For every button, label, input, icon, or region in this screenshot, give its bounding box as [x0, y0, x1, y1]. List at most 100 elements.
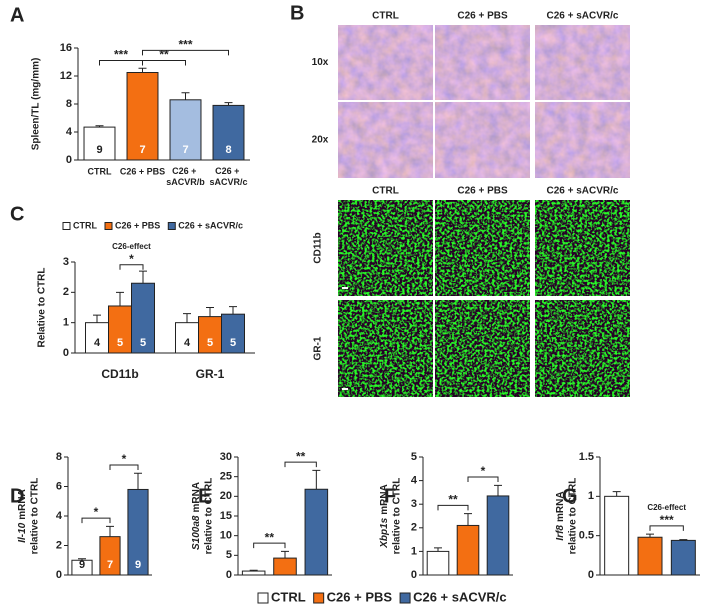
y-tick-label: 12	[60, 70, 72, 82]
y-tick-label: 2	[411, 522, 417, 534]
legend-swatch	[399, 592, 411, 604]
legend-label: C26 + PBS	[327, 589, 393, 604]
error-bar	[78, 558, 86, 561]
error-bar	[183, 313, 191, 323]
column-header: CTRL	[372, 186, 399, 197]
y-tick-label: 8	[66, 98, 72, 110]
error-bar	[312, 469, 321, 490]
y-axis-label: Spleen/TL (mg/mm)	[31, 58, 42, 151]
significance-label: ***	[178, 38, 192, 52]
significance-label: *	[129, 252, 134, 266]
x-tick-label: GR-1	[196, 367, 225, 381]
y-tick-label: 25	[220, 471, 232, 483]
x-tick-label: CTRL	[88, 166, 112, 176]
label-text: mRNA	[191, 482, 202, 513]
panel-letter: A	[10, 4, 24, 26]
bar	[126, 72, 159, 161]
x-tick-label: C26 + sACVR/c	[209, 166, 247, 187]
y-tick-label: 2	[63, 286, 69, 298]
y-tick-label: 1.5	[579, 451, 594, 463]
y-tick-label: 5	[226, 549, 232, 561]
n-label: 4	[184, 337, 191, 349]
gene-name: Il-10	[17, 522, 28, 542]
legend-swatch	[104, 222, 113, 230]
label-line: sACVR/b	[166, 177, 205, 187]
bar	[273, 557, 297, 576]
label-line: C26 +	[215, 166, 242, 176]
row-label: CD11b	[313, 232, 324, 263]
bar	[486, 495, 510, 576]
significance-label: *	[481, 464, 486, 478]
y-tick-label: 3	[411, 498, 417, 510]
significance-bracket	[253, 542, 286, 549]
panel-letter: E	[198, 485, 211, 507]
row-label: 20x	[312, 135, 329, 146]
significance-bracket	[649, 525, 684, 531]
error-bar	[434, 547, 442, 552]
label-text: mRNA	[379, 484, 390, 515]
x-tick-label: CD11b	[101, 367, 138, 381]
legend-swatch	[167, 222, 176, 230]
error-bar	[224, 102, 233, 106]
y-axis-label: Il-10 mRNA relative to CTRL	[17, 478, 41, 555]
fluorescence-image	[435, 200, 530, 296]
significance-bracket	[109, 464, 139, 470]
error-bar	[464, 513, 472, 526]
y-tick-label: 16	[60, 42, 72, 54]
significance-bracket	[119, 264, 144, 270]
error-bar	[612, 491, 621, 497]
fluorescence-image	[338, 200, 433, 296]
column-header: C26 + sACVR/c	[547, 186, 619, 197]
significance-label: **	[296, 449, 306, 463]
y-tick-label: 4	[66, 126, 73, 138]
error-bar	[95, 125, 104, 128]
x-tick-label: C26 + sACVR/b	[166, 166, 205, 187]
label-text: mRNA	[555, 491, 566, 522]
significance-label: **	[159, 48, 169, 62]
y-tick-label: 6	[56, 480, 62, 492]
y-tick-label: 5	[411, 451, 417, 463]
significance-bracket	[142, 59, 186, 66]
y-axis-label-line: relative to CTRL	[204, 478, 215, 555]
significance-label: *	[122, 452, 127, 466]
annotation: C26-effect	[647, 503, 686, 512]
n-label: 4	[94, 337, 101, 349]
y-tick-label: 0	[63, 347, 69, 359]
fluorescence-image	[338, 300, 433, 397]
y-tick-label: 4	[56, 510, 63, 522]
error-bar	[281, 550, 289, 559]
y-tick-label: 1	[588, 490, 594, 502]
gene-name: Irf8	[555, 525, 566, 541]
y-axis-label-line: relative to CTRL	[392, 478, 403, 555]
bar	[670, 539, 696, 576]
error-bar	[181, 92, 190, 100]
n-label: 9	[79, 559, 85, 571]
legend-swatch	[313, 592, 325, 604]
x-tick-label: C26 + PBS	[120, 166, 165, 176]
y-axis-label: Irf8 mRNA relative to CTRL	[555, 478, 579, 555]
histology-image	[338, 102, 433, 178]
histology-image	[338, 25, 433, 100]
panel-letter: G	[562, 485, 578, 507]
y-tick-label: 0	[588, 569, 594, 581]
gene-name: S100a8	[191, 515, 202, 550]
fluorescence-image	[435, 300, 530, 397]
error-bar	[229, 306, 237, 315]
y-axis-label-line: relative to CTRL	[568, 478, 579, 555]
bar	[456, 524, 480, 576]
y-axis-label-line: Xbp1s mRNA	[379, 484, 390, 549]
error-bar	[646, 533, 654, 538]
legend-swatch	[62, 222, 71, 230]
y-axis-label: S100a8 mRNA relative to CTRL	[191, 478, 215, 555]
error-bar	[249, 569, 258, 572]
n-label: 9	[135, 559, 141, 571]
significance-label: *	[94, 505, 99, 519]
n-label: 7	[107, 559, 113, 571]
error-bar	[494, 484, 502, 496]
significance-bracket	[437, 504, 469, 511]
legend-swatch	[257, 592, 269, 604]
error-bar	[139, 270, 147, 284]
histology-image	[535, 102, 630, 178]
histology-image	[535, 25, 630, 100]
